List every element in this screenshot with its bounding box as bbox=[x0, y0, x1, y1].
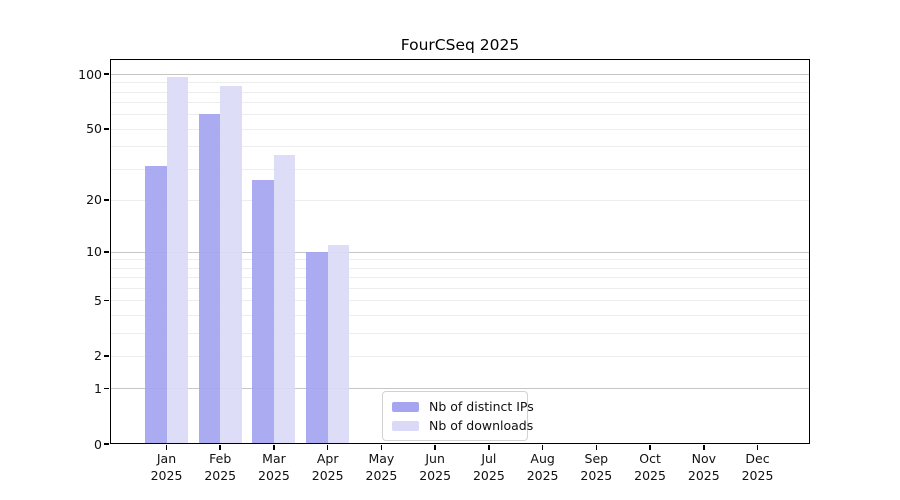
gridline-minor bbox=[110, 146, 810, 148]
bar-distinct-ips-mar bbox=[252, 179, 274, 444]
bar-distinct-ips-apr bbox=[306, 251, 328, 444]
y-tick-mark bbox=[104, 299, 109, 302]
gridline-minor bbox=[110, 287, 810, 289]
gridline-minor bbox=[110, 355, 810, 357]
x-tick-label-nov: Nov 2025 bbox=[687, 451, 720, 483]
y-tick-label: 5 bbox=[94, 292, 102, 308]
gridline-minor bbox=[110, 102, 810, 104]
x-tick-label-jan: Jan 2025 bbox=[150, 451, 183, 483]
y-tick-mark bbox=[104, 251, 109, 253]
y-tick-mark bbox=[104, 128, 109, 130]
gridline-minor bbox=[110, 199, 810, 201]
gridline-minor bbox=[110, 259, 810, 261]
x-tick-label-mar: Mar 2025 bbox=[258, 451, 290, 483]
x-tick-mark bbox=[488, 444, 490, 450]
x-tick-label-apr: Apr 2025 bbox=[311, 451, 344, 483]
gridline-minor bbox=[110, 128, 810, 130]
x-tick-mark bbox=[756, 444, 759, 450]
x-tick-mark bbox=[273, 444, 275, 450]
x-tick-label-may: May 2025 bbox=[365, 451, 398, 483]
gridline-minor bbox=[110, 114, 810, 116]
y-tick-mark bbox=[104, 73, 109, 75]
x-tick-label-feb: Feb 2025 bbox=[204, 451, 237, 483]
plot-area bbox=[110, 59, 810, 444]
y-tick-label: 100 bbox=[78, 66, 102, 82]
x-tick-label-sep: Sep 2025 bbox=[580, 451, 613, 483]
y-tick-label: 1 bbox=[94, 380, 102, 396]
y-tick-mark bbox=[104, 355, 109, 357]
gridline-minor bbox=[110, 91, 810, 93]
gridline-minor bbox=[110, 168, 810, 170]
x-tick-mark bbox=[219, 444, 221, 450]
gridline-minor bbox=[110, 314, 810, 316]
gridline-minor bbox=[110, 82, 810, 84]
y-tick-mark bbox=[104, 387, 109, 390]
x-tick-label-dec: Dec 2025 bbox=[741, 451, 774, 483]
x-tick-mark bbox=[541, 444, 544, 450]
x-tick-mark bbox=[703, 444, 705, 450]
legend-swatch-distinct-ips-icon bbox=[392, 401, 419, 412]
y-tick-label: 10 bbox=[86, 244, 102, 260]
x-tick-mark bbox=[649, 444, 651, 450]
legend: Nb of distinct IPs Nb of downloads bbox=[382, 391, 534, 441]
x-tick-label-oct: Oct 2025 bbox=[634, 451, 666, 483]
y-tick-mark bbox=[104, 199, 109, 201]
y-tick-label: 20 bbox=[86, 192, 102, 208]
bar-downloads-mar bbox=[273, 154, 296, 444]
x-tick-mark bbox=[165, 444, 168, 450]
legend-label-distinct-ips: Nb of distinct IPs bbox=[429, 399, 534, 414]
gridline-minor bbox=[110, 267, 810, 269]
gridline-minor bbox=[110, 277, 810, 279]
chart-title: FourCSeq 2025 bbox=[400, 36, 520, 54]
legend-entry-distinct-ips: Nb of distinct IPs bbox=[392, 399, 534, 414]
legend-label-downloads: Nb of downloads bbox=[429, 418, 534, 433]
x-tick-label-jun: Jun 2025 bbox=[419, 451, 452, 483]
gridline-major bbox=[110, 251, 810, 253]
legend-entry-downloads: Nb of downloads bbox=[392, 418, 533, 433]
y-tick-label: 0 bbox=[94, 436, 102, 452]
y-tick-label: 2 bbox=[94, 348, 102, 364]
bar-distinct-ips-feb bbox=[198, 114, 221, 444]
x-tick-label-jul: Jul 2025 bbox=[472, 451, 505, 483]
bar-distinct-ips-jan bbox=[145, 166, 167, 444]
bar-downloads-apr bbox=[327, 244, 350, 444]
bar-downloads-jan bbox=[166, 77, 188, 444]
bar-downloads-feb bbox=[220, 85, 242, 444]
y-tick-label: 50 bbox=[86, 121, 102, 137]
x-tick-mark bbox=[434, 444, 436, 450]
y-tick-mark bbox=[104, 443, 109, 445]
legend-swatch-downloads-icon bbox=[392, 420, 419, 431]
gridline-minor bbox=[110, 332, 810, 334]
x-tick-label-aug: Aug 2025 bbox=[526, 451, 559, 483]
gridline-minor bbox=[110, 300, 810, 302]
x-tick-mark bbox=[326, 444, 329, 450]
gridline-major bbox=[110, 74, 810, 75]
x-tick-mark bbox=[380, 444, 383, 450]
gridline-major bbox=[110, 388, 810, 390]
x-tick-mark bbox=[595, 444, 598, 450]
